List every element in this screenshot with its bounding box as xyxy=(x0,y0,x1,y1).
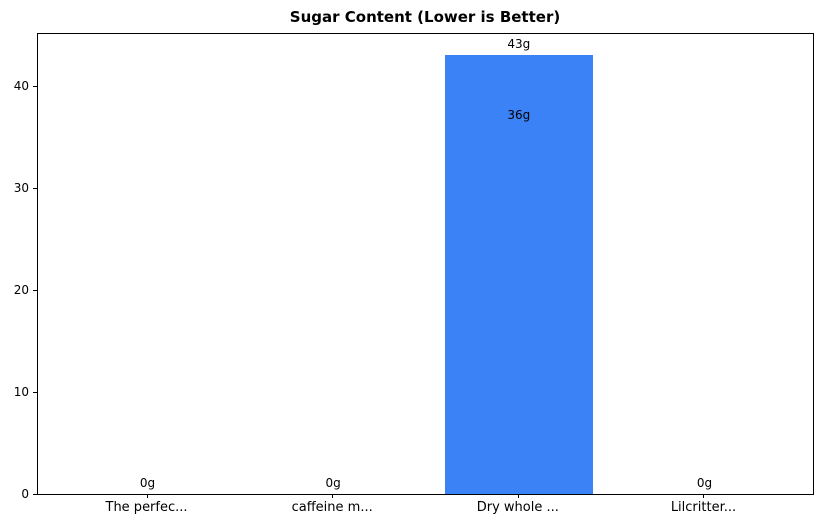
y-tick-label: 40 xyxy=(13,78,29,93)
y-tick-mark xyxy=(33,494,37,495)
bar-2 xyxy=(444,54,594,494)
x-tick-label-0: The perfec... xyxy=(105,500,188,515)
y-tick-label: 0 xyxy=(21,487,29,501)
y-tick-mark xyxy=(33,391,37,393)
value-label-1: 0g xyxy=(325,476,341,490)
y-tick-mark xyxy=(33,187,37,189)
y-tick-label: 30 xyxy=(13,180,29,195)
value-label-2: 43g xyxy=(507,36,531,51)
y-tick-mark xyxy=(33,289,37,291)
x-tick-label-3: Lilcritter... xyxy=(670,500,737,515)
y-tick-label: 20 xyxy=(13,282,29,297)
plot-area: 0g 0g 43g 36g 0g xyxy=(37,33,814,495)
y-tick-mark xyxy=(33,85,37,87)
chart-title: Sugar Content (Lower is Better) xyxy=(289,8,561,26)
x-tick-mark xyxy=(332,494,334,498)
y-tick-label: 10 xyxy=(13,384,29,399)
value-label-0: 0g xyxy=(139,476,156,490)
x-tick-mark xyxy=(517,494,519,498)
x-tick-label-2: Dry whole ... xyxy=(476,500,559,515)
x-tick-label-1: caffeine m... xyxy=(291,500,373,515)
x-tick-mark xyxy=(703,494,705,498)
value-label-3: 36g xyxy=(507,108,531,123)
value-label-4: 0g xyxy=(696,476,713,490)
x-tick-mark xyxy=(146,494,148,498)
